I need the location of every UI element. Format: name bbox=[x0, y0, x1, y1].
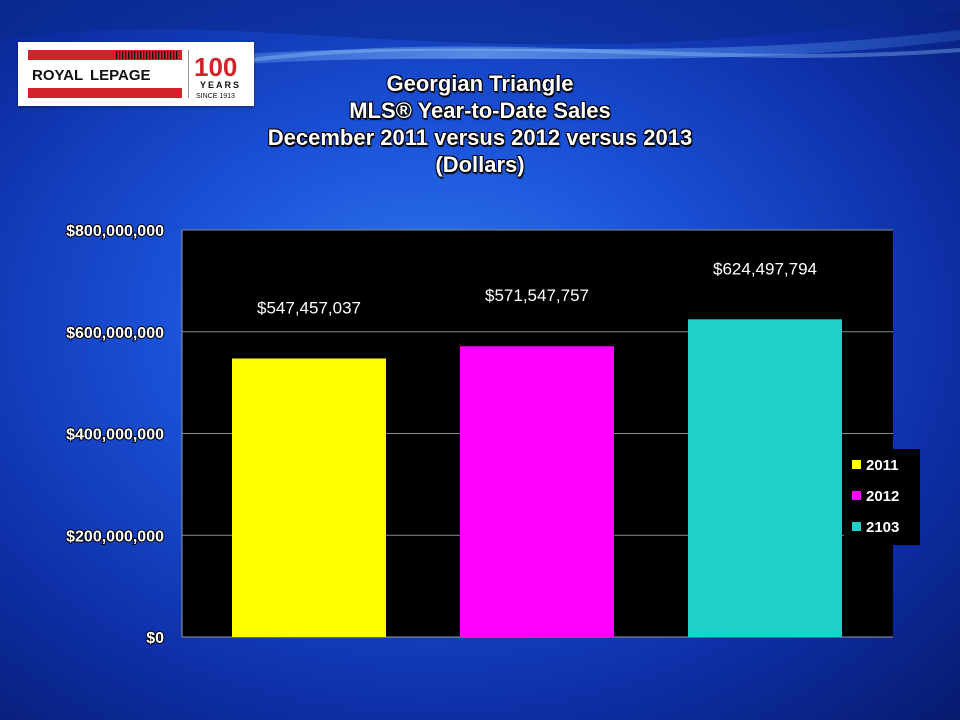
title-line-3: December 2011 versus 2012 versus 2013 bbox=[267, 125, 693, 150]
bar-2103 bbox=[688, 319, 842, 637]
chart-title: Georgian Triangle MLS® Year-to-Date Sale… bbox=[200, 70, 760, 178]
logo-since: SINCE 1913 bbox=[196, 93, 235, 100]
logo-brand-part1: ROYAL bbox=[32, 67, 83, 84]
logo-years-word: YEARS bbox=[200, 80, 241, 90]
y-tick-label: $400,000,000 bbox=[66, 427, 164, 444]
legend-entry: 2103 bbox=[866, 519, 899, 536]
data-label-2103: $624,497,794 bbox=[713, 259, 817, 278]
legend-swatch bbox=[852, 522, 861, 531]
y-tick-label: $200,000,000 bbox=[66, 528, 164, 545]
title-line-2: MLS® Year-to-Date Sales bbox=[349, 98, 611, 123]
bar-2012 bbox=[460, 346, 614, 637]
logo: ROYAL LEPAGE 100 YEARS SINCE 1913 bbox=[18, 42, 254, 106]
title-line-1: Georgian Triangle bbox=[386, 71, 574, 96]
data-label-2011: $547,457,037 bbox=[257, 298, 361, 317]
y-tick-label: $600,000,000 bbox=[66, 325, 164, 342]
legend-entry: 2011 bbox=[866, 457, 899, 474]
legend-swatch bbox=[852, 460, 861, 469]
y-tick-label: $800,000,000 bbox=[66, 223, 164, 240]
title-line-4: (Dollars) bbox=[435, 152, 525, 177]
logo-years-number: 100 bbox=[194, 52, 237, 82]
legend-entry: 2012 bbox=[866, 488, 899, 505]
y-tick-label: $0 bbox=[146, 630, 164, 647]
bar-2011 bbox=[232, 358, 386, 637]
legend-swatch bbox=[852, 491, 861, 500]
data-label-2012: $571,547,757 bbox=[485, 286, 589, 305]
logo-brand-part2: LEPAGE bbox=[90, 67, 151, 84]
